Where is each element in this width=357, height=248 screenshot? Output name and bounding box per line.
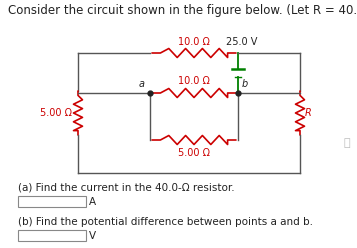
Text: 10.0 Ω: 10.0 Ω xyxy=(178,37,210,47)
Text: ⓘ: ⓘ xyxy=(344,138,350,148)
Text: 5.00 Ω: 5.00 Ω xyxy=(178,148,210,158)
Text: 10.0 Ω: 10.0 Ω xyxy=(178,76,210,86)
Text: a: a xyxy=(139,79,145,89)
Text: V: V xyxy=(89,231,96,241)
Text: 5.00 Ω: 5.00 Ω xyxy=(40,108,72,118)
Text: R: R xyxy=(305,108,312,118)
Text: 25.0 V: 25.0 V xyxy=(226,37,258,47)
FancyBboxPatch shape xyxy=(18,230,86,241)
Text: b: b xyxy=(242,79,248,89)
Text: (b) Find the potential difference between points a and b.: (b) Find the potential difference betwee… xyxy=(18,217,313,227)
Text: (a) Find the current in the 40.0-Ω resistor.: (a) Find the current in the 40.0-Ω resis… xyxy=(18,183,235,193)
Text: A: A xyxy=(89,197,96,207)
Text: Consider the circuit shown in the figure below. (Let R = 40.0 Ω.): Consider the circuit shown in the figure… xyxy=(8,4,357,17)
FancyBboxPatch shape xyxy=(18,196,86,207)
